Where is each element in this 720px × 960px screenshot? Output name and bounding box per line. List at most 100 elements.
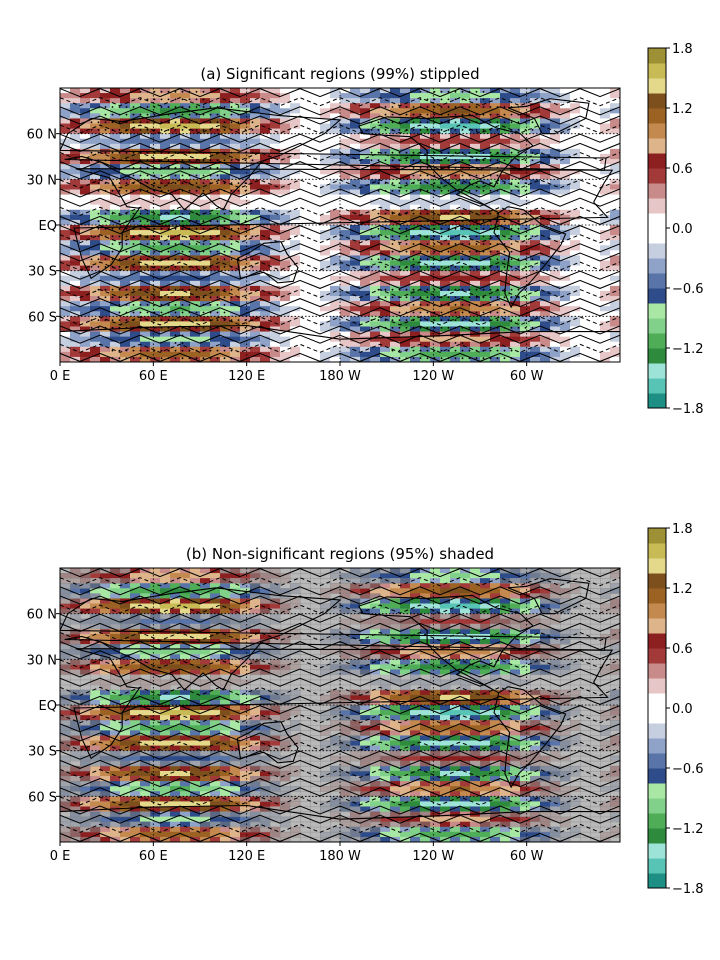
field-cell	[570, 240, 581, 246]
field-cell	[290, 103, 301, 109]
field-cell	[390, 245, 401, 251]
panel-b-title: (b) Non-significant regions (95%) shaded	[186, 545, 494, 563]
field-cell	[410, 275, 421, 282]
colorbar-swatch	[648, 108, 666, 124]
field-cell	[470, 573, 481, 579]
field-cell	[480, 326, 491, 333]
field-cell	[210, 219, 221, 226]
field-cell	[290, 98, 301, 104]
field-cell	[520, 270, 531, 277]
stipple-dot	[132, 235, 135, 238]
field-cell	[280, 270, 291, 277]
field-cell	[100, 169, 111, 175]
stipple-dot	[426, 212, 429, 215]
field-cell	[610, 93, 620, 99]
field-cell	[150, 255, 161, 262]
stipple-dot	[188, 266, 191, 268]
field-cell	[330, 230, 341, 236]
stipple-dot	[412, 182, 415, 185]
field-cell	[110, 331, 121, 338]
field-cell	[370, 159, 381, 165]
stipple-dot	[524, 159, 527, 162]
y-tick-label: 60 N	[27, 128, 57, 143]
stipple-dot	[111, 250, 114, 253]
stipple-dot	[153, 319, 156, 321]
field-cell	[250, 204, 261, 211]
field-cell	[590, 275, 601, 282]
field-cell	[220, 573, 231, 579]
field-cell	[450, 93, 461, 99]
field-cell	[240, 260, 251, 267]
stipple-dot	[489, 129, 492, 131]
field-cell	[520, 275, 531, 282]
stipple-dot	[223, 311, 226, 314]
field-cell	[330, 194, 341, 201]
field-cell	[180, 93, 191, 99]
stipple-dot	[440, 182, 443, 185]
field-cell	[160, 598, 171, 605]
field-cell	[360, 148, 371, 155]
field-cell	[60, 235, 71, 241]
field-cell	[460, 346, 471, 353]
field-cell	[100, 301, 111, 307]
stipple-dot	[405, 250, 408, 253]
field-cell	[160, 204, 171, 211]
stipple-dot	[209, 258, 212, 261]
field-cell	[550, 255, 561, 262]
field-cell	[490, 321, 501, 328]
field-cell	[410, 311, 421, 317]
field-cell	[600, 118, 611, 125]
field-cell	[260, 331, 271, 338]
field-cell	[130, 113, 141, 120]
field-cell	[190, 98, 201, 104]
field-cell	[290, 219, 301, 226]
stipple-dot	[496, 243, 499, 245]
field-cell	[610, 204, 620, 211]
field-cell	[100, 123, 111, 130]
field-cell	[150, 301, 161, 307]
field-cell	[260, 128, 271, 135]
field-cell	[540, 128, 551, 135]
field-cell	[320, 138, 331, 145]
field-cell	[460, 143, 471, 150]
field-cell	[110, 588, 121, 594]
stipple-dot	[524, 220, 527, 223]
field-cell	[530, 184, 541, 191]
field-cell	[520, 179, 531, 185]
field-cell	[320, 128, 331, 135]
stipple-dot	[496, 174, 499, 177]
colorbar-swatch	[648, 378, 666, 394]
field-cell	[360, 250, 371, 257]
field-cell	[490, 245, 501, 251]
field-cell	[280, 296, 291, 302]
field-cell	[160, 285, 171, 292]
field-cell	[190, 230, 201, 236]
field-cell	[270, 199, 281, 206]
stipple-dot	[482, 349, 485, 352]
stipple-dot	[153, 357, 156, 360]
field-cell	[510, 169, 521, 175]
field-cell	[310, 204, 321, 211]
field-cell	[480, 250, 491, 257]
field-cell	[250, 321, 261, 328]
stipple-dot	[398, 250, 401, 253]
field-cell	[380, 255, 391, 262]
stipple-dot	[433, 227, 436, 230]
field-cell	[570, 199, 581, 206]
field-cell	[590, 164, 601, 170]
field-cell	[390, 204, 401, 211]
stipple-dot	[146, 189, 149, 192]
stipple-dot	[503, 159, 506, 162]
field-cell	[380, 275, 391, 282]
field-cell	[110, 194, 121, 201]
field-cell	[500, 628, 511, 635]
field-cell	[150, 143, 161, 150]
field-cell	[610, 301, 620, 307]
stipple-dot	[489, 311, 492, 314]
field-cell	[310, 153, 321, 160]
field-cell	[110, 285, 121, 292]
field-cell	[340, 189, 351, 196]
field-cell	[580, 260, 591, 267]
field-cell	[360, 179, 371, 185]
stipple-dot	[202, 182, 205, 185]
